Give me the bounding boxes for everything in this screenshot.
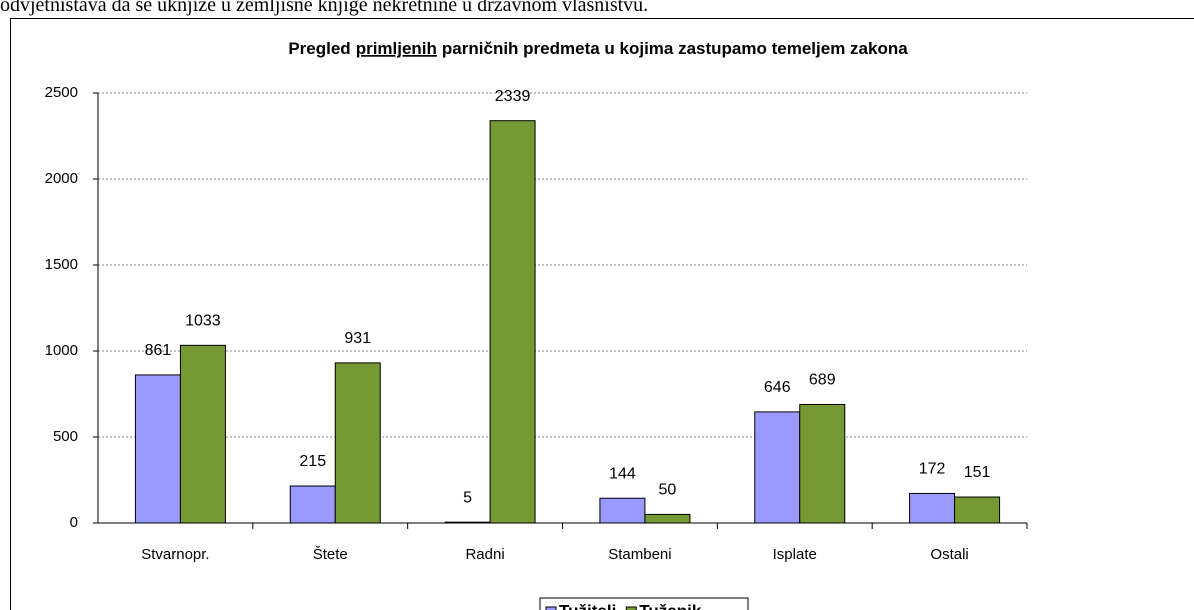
bar bbox=[954, 496, 1001, 524]
title-part: primljenih bbox=[356, 39, 437, 58]
value-label: 144 bbox=[609, 465, 636, 482]
value-label: 5 bbox=[463, 489, 472, 506]
bar bbox=[334, 362, 381, 524]
chart-title: Pregled primljenih parničnih predmeta u ko… bbox=[288, 39, 908, 58]
legend-swatch bbox=[545, 606, 557, 610]
x-tick-label: Stvarnopr. bbox=[141, 546, 209, 563]
value-label: 689 bbox=[809, 372, 836, 389]
x-tick-label: Stambeni bbox=[608, 546, 671, 563]
bar bbox=[134, 374, 181, 524]
y-tick-label: 1500 bbox=[45, 256, 78, 273]
bar bbox=[599, 497, 646, 524]
bar bbox=[444, 521, 491, 524]
bar bbox=[799, 403, 846, 524]
title-part: Pregled bbox=[288, 39, 350, 58]
bar bbox=[644, 513, 691, 524]
legend-frame bbox=[539, 597, 749, 610]
legend-label: Tužitelj bbox=[559, 601, 616, 610]
value-label: 215 bbox=[299, 453, 326, 470]
y-tick-label: 500 bbox=[53, 428, 78, 445]
legend: Tužitelj Tuženik bbox=[539, 597, 749, 610]
value-label: 646 bbox=[764, 379, 791, 396]
bar bbox=[179, 344, 226, 524]
value-label: 151 bbox=[964, 464, 991, 481]
y-tick-label: 1000 bbox=[45, 342, 78, 359]
bar bbox=[754, 411, 801, 524]
x-tick-label: Radni bbox=[465, 546, 504, 563]
y-tick-label: 2500 bbox=[45, 84, 78, 101]
legend-swatch bbox=[625, 606, 637, 610]
intro-text: odvjetništava da se uknjiže u zemljišne … bbox=[0, 0, 649, 16]
value-label: 861 bbox=[145, 342, 172, 359]
bar bbox=[909, 492, 956, 524]
legend-label: Tuženik bbox=[639, 601, 702, 610]
y-tick-label: 2000 bbox=[45, 170, 78, 187]
x-tick-label: Isplate bbox=[773, 546, 817, 563]
x-tick-label: Ostali bbox=[930, 546, 968, 563]
bar bbox=[489, 120, 536, 524]
value-label: 2339 bbox=[495, 88, 531, 105]
x-tick-label: Štete bbox=[313, 546, 348, 563]
value-label: 50 bbox=[659, 482, 677, 499]
value-label: 931 bbox=[344, 330, 371, 347]
value-label: 172 bbox=[919, 461, 946, 478]
bar bbox=[289, 485, 336, 524]
title-part: parničnih predmeta u kojima zastupamo te… bbox=[442, 39, 908, 58]
y-tick-label: 0 bbox=[70, 514, 78, 531]
value-label: 1033 bbox=[185, 313, 221, 330]
